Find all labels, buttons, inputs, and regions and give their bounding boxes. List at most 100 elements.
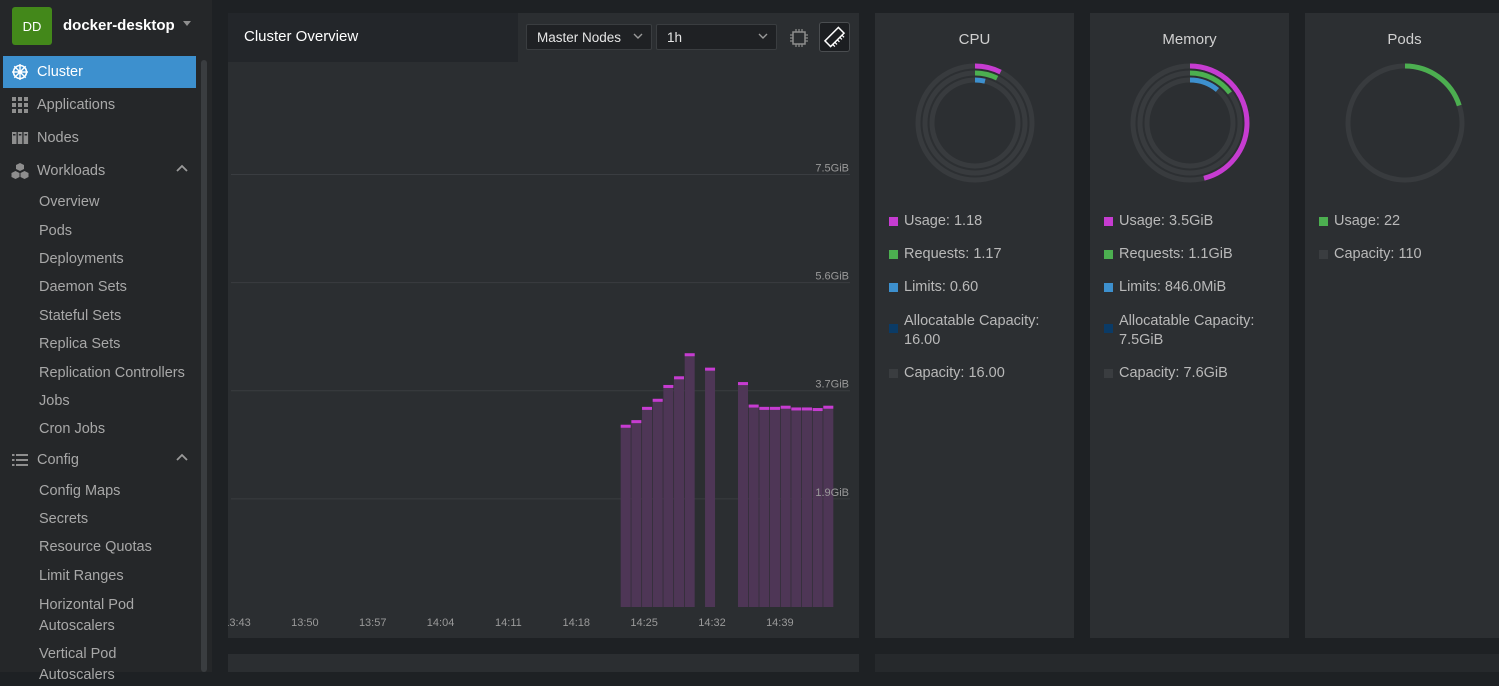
cpu-chip-icon[interactable] [785,25,813,51]
sidebar-item-nodes[interactable]: Nodes [3,122,196,154]
usage-bar [759,406,770,607]
usage-bar-cap [620,424,631,428]
y-tick-label: 5.6GiB [815,271,849,283]
usage-bar [769,406,780,607]
sidebar-subitem-overview[interactable]: Overview [39,194,100,210]
usage-bar-cap [705,367,716,371]
sidebar-subitem-config-maps[interactable]: Config Maps [39,483,121,499]
memory-usage-arc [1130,63,1250,183]
server-icon [12,132,29,144]
sidebar-subitem-limit-ranges[interactable]: Limit Ranges [39,568,124,584]
usage-bar-cap [823,405,834,409]
sidebar-scrollbar[interactable] [201,60,207,672]
sidebar-item-applications[interactable]: Applications [3,89,196,121]
chevron-up-icon[interactable] [176,164,188,172]
x-tick-label: 13:50 [291,617,319,629]
sidebar-item-label: Cluster [37,64,83,80]
memory-legend-capacity: Capacity: 7.6GiB [1104,364,1228,383]
usage-bar [620,424,631,607]
cpu-legend-allocatable: Allocatable Capacity: 16.00 [889,312,1059,350]
chevron-down-icon[interactable] [183,21,191,26]
usage-bar [684,353,695,607]
x-tick-label: 13:57 [359,617,387,629]
memory-donut-chart [1130,63,1250,183]
y-tick-label: 3.7GiB [815,379,849,391]
cpu-panel: CPU Usage: 1.18 Requests: 1.17 Limits: 0… [875,13,1074,638]
sidebar-item-label: Applications [37,97,116,113]
y-tick-label: 1.9GiB [815,487,849,499]
usage-bar-cap [812,408,823,412]
sidebar-subitem-horizontal-pod-autoscalers[interactable]: Horizontal Pod Autoscalers [39,597,135,634]
metric-select-value: Master Nodes [537,29,622,45]
cpu-legend-usage: Usage: 1.18 [889,212,982,231]
cluster-usage-chart: 1.9GiB 3.7GiB 5.6GiB 7.5GiB 13:43 13:50 13:57… [228,162,850,629]
cpu-legend-capacity: Capacity: 16.00 [889,364,1005,383]
pods-title: Pods [1387,31,1422,48]
cluster-name[interactable]: docker-desktop [63,17,175,34]
usage-bar-cap [769,406,780,410]
time-range-select[interactable]: 1h [656,24,777,50]
sidebar-subitem-replica-sets[interactable]: Replica Sets [39,336,121,352]
memory-limits-arc [1144,77,1236,169]
x-tick-label: 14:04 [427,617,455,629]
usage-bar [812,408,823,607]
pods-panel: Pods Usage: 22 Capacity: 110 [1305,13,1499,638]
helm-wheel-icon [12,64,28,80]
chevron-down-icon [633,33,643,39]
cluster-avatar[interactable]: DD [12,7,52,45]
cluster-overview-panel: Cluster Overview Master Nodes 1h [228,13,859,638]
sidebar-subitem-pods[interactable]: Pods [39,223,73,239]
sidebar-subitem-vertical-pod-autoscalers[interactable]: Vertical Pod Autoscalers [39,646,117,683]
sidebar-subitem-daemon-sets[interactable]: Daemon Sets [39,279,127,295]
usage-bar-cap [631,420,642,424]
cpu-limits-arc [929,77,1021,169]
metric-select[interactable]: Master Nodes [526,24,652,50]
memory-legend-limits: Limits: 846.0MiB [1104,278,1226,297]
usage-bar [652,398,663,607]
list-icon [12,454,28,466]
usage-bar-cap [791,407,802,411]
usage-bar-cap [759,406,770,410]
usage-bar-cap [684,353,695,357]
usage-bar [791,407,802,607]
pods-legend-usage: Usage: 22 [1319,212,1400,231]
sidebar-item-cluster[interactable]: Cluster [3,56,196,88]
usage-bar-cap [738,382,749,386]
x-tick-label: 13:43 [228,617,251,629]
usage-bar [663,384,674,607]
sidebar-item-workloads[interactable]: Workloads [3,155,196,187]
sidebar-subitem-secrets[interactable]: Secrets [39,511,89,527]
sidebar-subitem-cron-jobs[interactable]: Cron Jobs [39,421,106,437]
chevron-up-icon[interactable] [176,453,188,461]
sidebar-subitem-stateful-sets[interactable]: Stateful Sets [39,308,122,324]
usage-bar-cap [780,405,791,409]
sidebar-item-label: Workloads [37,163,106,179]
sidebar-item-config[interactable]: Config [3,444,196,476]
cpu-requests-arc [922,70,1028,176]
usage-bar [642,406,653,607]
cpu-legend-requests: Requests: 1.17 [889,245,1002,264]
next-panel-edge [875,654,1499,672]
x-tick-label: 14:18 [563,617,591,629]
x-tick-label: 14:32 [698,617,726,629]
sidebar-subitem-resource-quotas[interactable]: Resource Quotas [39,539,152,555]
usage-bar-cap [642,406,653,410]
y-tick-label: 7.5GiB [815,162,849,174]
sidebar-subitem-jobs[interactable]: Jobs [39,393,70,409]
overview-title: Cluster Overview [244,28,359,45]
sidebar-subitem-replication-controllers[interactable]: Replication Controllers [39,365,185,381]
sidebar-subitem-deployments[interactable]: Deployments [39,251,124,267]
overview-header: Cluster Overview [228,13,518,62]
sidebar-item-label: Config [37,452,79,468]
apps-grid-icon [12,97,28,113]
x-tick-label: 14:25 [630,617,658,629]
memory-panel: Memory Usage: 3.5GiB Requests: 1.1GiB Li… [1090,13,1289,638]
cpu-title: CPU [958,31,991,48]
memory-toggle-button[interactable] [819,22,850,52]
usage-bar [780,405,791,607]
memory-stick-icon [823,26,846,48]
usage-bar [801,407,812,607]
sidebar: DD docker-desktop Cluster Applications [0,0,212,683]
cluster-header[interactable]: DD docker-desktop [0,0,212,52]
pods-legend-capacity: Capacity: 110 [1319,245,1422,264]
